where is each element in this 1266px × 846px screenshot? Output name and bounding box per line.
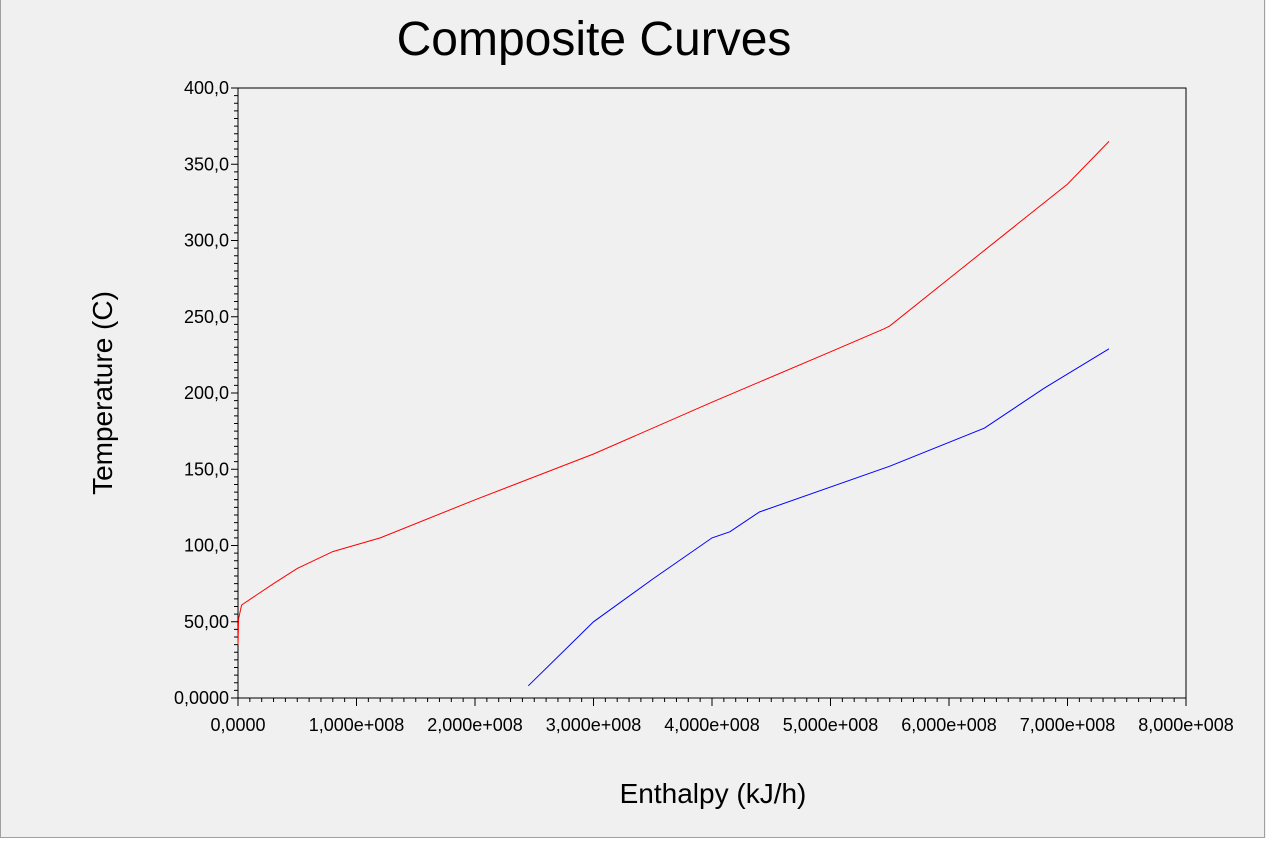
y-tick-label: 200,0 (184, 383, 229, 403)
cold-composite-curve (527, 348, 1110, 687)
status-strip (0, 838, 1266, 846)
y-tick-label: 100,0 (184, 536, 229, 556)
y-tick-label: 400,0 (184, 78, 229, 98)
x-axis-label: Enthalpy (kJ/h) (620, 778, 807, 809)
y-tick-label: 0,0000 (174, 688, 229, 708)
x-tick-label: 3,000e+008 (546, 715, 642, 735)
y-tick-label: 250,0 (184, 307, 229, 327)
x-tick-label: 4,000e+008 (664, 715, 760, 735)
x-tick-label: 1,000e+008 (309, 715, 405, 735)
series-layer (237, 141, 1110, 687)
x-tick-label: 0,0000 (210, 715, 265, 735)
y-tick-label: 350,0 (184, 154, 229, 174)
y-axis-label: Temperature (C) (87, 291, 118, 495)
x-tick-label: 7,000e+008 (1020, 715, 1116, 735)
hot-composite-curve (237, 141, 1110, 645)
chart-title: Composite Curves (397, 13, 792, 66)
x-tick-label: 2,000e+008 (427, 715, 523, 735)
axis-ticks: 0,0000 50,00 100,0 150,0 200,0 250,0 300,0 350,… (174, 78, 1234, 735)
y-tick-label: 50,00 (184, 612, 229, 632)
y-tick-label: 300,0 (184, 231, 229, 251)
x-tick-label: 5,000e+008 (783, 715, 879, 735)
y-tick-label: 150,0 (184, 459, 229, 479)
x-tick-label: 8,000e+008 (1138, 715, 1234, 735)
x-tick-label: 6,000e+008 (901, 715, 997, 735)
plot-area-frame (237, 87, 1187, 699)
